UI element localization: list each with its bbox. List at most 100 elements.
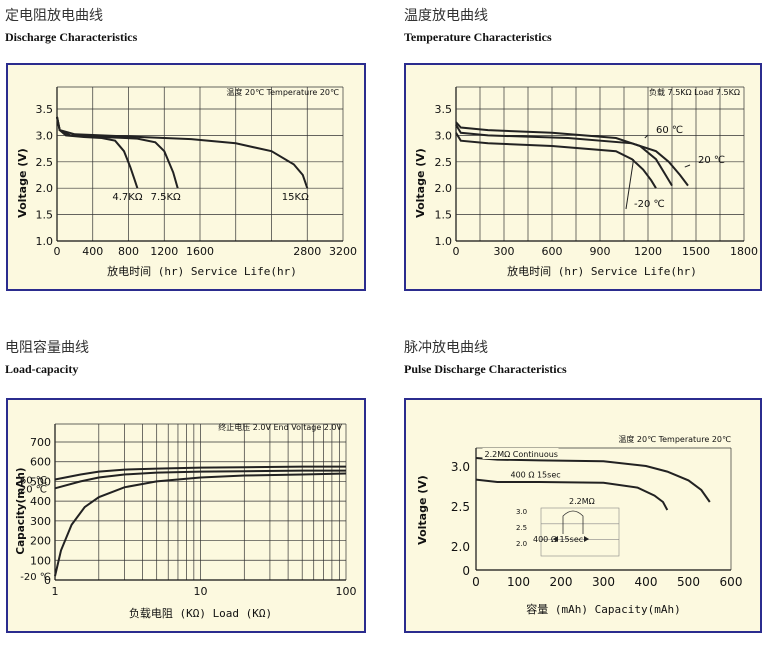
y-tick-label: 3.5 [435, 103, 453, 116]
series-label: 7.5KΩ [151, 192, 181, 203]
label-leader-line [625, 159, 635, 210]
y-tick-label: 600 [30, 456, 51, 469]
y-tick-label: 1.5 [36, 209, 54, 222]
x-tick-label: 0 [472, 575, 480, 589]
y-tick-label: 3.5 [36, 103, 54, 116]
x-tick-label: 100 [336, 585, 357, 598]
y-tick-label: 2.5 [36, 156, 54, 169]
series-label: 15KΩ [282, 192, 309, 203]
load-capacity-chart: 0 100 200 300 400 500 600 700 1 10 100 负载电阻 (KΩ) Lo… [15, 422, 357, 620]
series-label: 60 ℃ [20, 475, 47, 486]
inset-y-label: 2.5 [516, 524, 527, 532]
x-tick-label: 0 [54, 245, 61, 258]
series-label: 60 ℃ [656, 125, 683, 136]
x-axis-label: 容量 (mAh) Capacity(mAh) [526, 602, 680, 616]
discharge-title-cn: 定电阻放电曲线 [5, 8, 103, 24]
x-tick-label: 1800 [730, 245, 758, 258]
condition-note: 温度 20℃ Temperature 20℃ [618, 434, 731, 444]
inset-arrow [553, 536, 558, 542]
x-axis-label: 放电时间 (hr) Service Life(hr) [507, 264, 697, 278]
x-tick-label: 400 [635, 575, 658, 589]
y-tick-label: 3.0 [435, 129, 453, 142]
y-axis-label: Capacity(mAh) [15, 467, 27, 554]
x-tick-label: 2800 [293, 245, 321, 258]
discharge-chart: 1.0 1.5 2.0 2.5 3.0 3.5 0 400 800 1200 1600 2800 320… [16, 86, 357, 278]
series-label: 2.2MΩ Continuous [485, 450, 558, 459]
y-tick-label: 500 [30, 475, 51, 488]
series-line [475, 457, 711, 503]
series-line [475, 478, 669, 511]
x-tick-label: 600 [720, 575, 743, 589]
temperature-title-en: Temperature Characteristics [404, 30, 552, 44]
pulse-title-en: Pulse Discharge Characteristics [404, 362, 567, 376]
y-tick-label: 400 [30, 495, 51, 508]
y-tick-label: 300 [30, 515, 51, 528]
y-axis-label: Voltage (V) [414, 148, 427, 218]
x-tick-label: 100 [507, 575, 530, 589]
inset-y-label: 3.0 [516, 508, 527, 516]
x-tick-label: 1 [52, 585, 59, 598]
y-tick-label: 1.5 [435, 209, 453, 222]
load-title-cn: 电阻容量曲线 [5, 340, 89, 356]
series-label: 20 ℃ [20, 484, 47, 495]
condition-note: 温度 20℃ Temperature 20℃ [226, 87, 339, 97]
y-tick-label: 2.0 [451, 540, 470, 554]
series-label: 4.7KΩ [112, 192, 142, 203]
y-tick-label: 3.0 [36, 129, 54, 142]
x-tick-label: 600 [542, 245, 563, 258]
x-tick-label: 10 [194, 585, 208, 598]
inset-label: 2.2MΩ [569, 497, 595, 506]
x-tick-label: 1600 [186, 245, 214, 258]
temperature-chart: 1.0 1.5 2.0 2.5 3.0 3.5 0 300 600 900 1200 1500 1800… [414, 86, 758, 278]
x-tick-label: 900 [590, 245, 611, 258]
series-line [56, 116, 139, 189]
y-tick-label: 2.5 [435, 156, 453, 169]
x-tick-label: 1500 [682, 245, 710, 258]
series-line [56, 116, 179, 189]
series-line [455, 132, 657, 189]
x-tick-label: 300 [494, 245, 515, 258]
y-tick-label: 1.0 [435, 235, 453, 248]
label-leader-line [684, 164, 691, 168]
x-tick-label: 400 [82, 245, 103, 258]
load-title-en: Load-capacity [5, 362, 79, 376]
x-axis-label: 负载电阻 (KΩ) Load (KΩ) [129, 606, 272, 620]
inset-label: 400 Ω 15sec [533, 535, 583, 544]
y-tick-label: 1.0 [36, 235, 54, 248]
temperature-title-cn: 温度放电曲线 [404, 8, 488, 24]
series-label: -20 ℃ [634, 199, 665, 210]
series-label: -20 ℃ [20, 572, 51, 583]
x-tick-label: 500 [677, 575, 700, 589]
series-line [455, 124, 689, 187]
discharge-chart-panel: 1.0 1.5 2.0 2.5 3.0 3.5 0 400 800 1200 1600 2800 320… [6, 63, 366, 291]
condition-note: 终止电压 2.0V End Voltage 2.0V [218, 422, 342, 432]
inset-arrow [584, 536, 589, 542]
pulse-title-cn: 脉冲放电曲线 [404, 340, 488, 356]
y-tick-label: 0 [44, 574, 51, 587]
y-axis-label: Voltage (V) [416, 475, 429, 545]
series-label-bg [508, 468, 571, 480]
y-axis-label: Voltage (V) [16, 148, 29, 218]
y-tick-label: 2.5 [451, 500, 470, 514]
series-line [54, 469, 346, 490]
pulse-chart-panel: 0 2.0 2.5 3.0 0 100 200 300 400 500 600 容量 (mAh) Ca… [404, 398, 762, 633]
series-line [455, 121, 673, 187]
y-tick-label: 100 [30, 554, 51, 567]
pulse-chart: 0 2.0 2.5 3.0 0 100 200 300 400 500 600 容量 (mAh) Ca… [416, 434, 743, 616]
x-tick-label: 1200 [150, 245, 178, 258]
inset-pulse-shape [562, 510, 584, 534]
temperature-chart-panel: 1.0 1.5 2.0 2.5 3.0 3.5 0 300 600 900 1200 1500 1800… [404, 63, 762, 291]
x-tick-label: 0 [453, 245, 460, 258]
x-tick-label: 1200 [634, 245, 662, 258]
label-leader-line [644, 134, 649, 139]
x-tick-label: 800 [118, 245, 139, 258]
series-label: 400 Ω 15sec [511, 471, 561, 480]
inset-frame [540, 507, 620, 557]
y-tick-label: 2.0 [36, 182, 54, 195]
x-axis-label: 放电时间 (hr) Service Life(hr) [107, 264, 297, 278]
y-tick-label: 0 [462, 564, 470, 578]
series-label-bg [482, 448, 559, 459]
x-tick-label: 200 [550, 575, 573, 589]
x-tick-label: 300 [592, 575, 615, 589]
series-line [54, 465, 346, 481]
